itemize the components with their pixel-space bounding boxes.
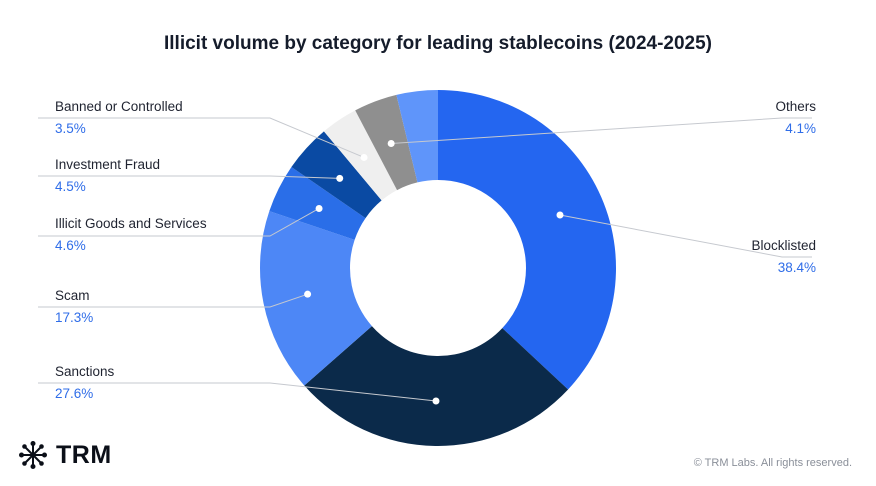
trm-logo-text: TRM xyxy=(56,440,112,469)
copyright-notice: © TRM Labs. All rights reserved. xyxy=(693,457,852,469)
slice-sanctions xyxy=(304,326,569,447)
leader-line-blocklisted xyxy=(559,214,812,258)
label-name: Sanctions xyxy=(55,364,115,379)
leader-dot-sanctions xyxy=(432,397,440,405)
leader-dot-scam xyxy=(304,290,312,298)
label-name: Illicit Goods and Services xyxy=(55,216,207,231)
leader-dot-investment-fraud xyxy=(336,174,344,182)
label-percent: 4.6% xyxy=(55,238,86,253)
label-percent: 4.5% xyxy=(55,179,86,194)
slice-others xyxy=(355,94,418,191)
label-percent: 38.4% xyxy=(777,260,816,275)
label-name: Blocklisted xyxy=(751,238,816,253)
slice-scam xyxy=(260,211,372,386)
trm-logo-icon xyxy=(19,441,47,469)
label-sanctions: Sanctions 27.6% xyxy=(55,361,114,405)
label-blocklisted: Blocklisted 38.4% xyxy=(751,235,816,279)
leader-line-others xyxy=(391,117,812,145)
label-name: Others xyxy=(775,99,816,114)
leader-dot-blocklisted xyxy=(556,211,564,219)
label-illicit-goods: Illicit Goods and Services 4.6% xyxy=(55,213,207,257)
label-percent: 4.1% xyxy=(785,121,816,136)
label-percent: 27.6% xyxy=(55,386,94,401)
label-percent: 17.3% xyxy=(55,310,94,325)
leader-line-investment-fraud xyxy=(38,175,340,179)
trm-logo: TRM xyxy=(18,440,112,470)
leader-line-scam xyxy=(38,293,308,308)
label-banned-or-controlled: Banned or Controlled 3.5% xyxy=(55,96,183,140)
label-percent: 3.5% xyxy=(55,121,86,136)
label-others: Others 4.1% xyxy=(775,96,816,140)
label-scam: Scam 17.3% xyxy=(55,285,93,329)
leader-line-sanctions xyxy=(38,382,437,402)
slice-illicit-goods-and-services xyxy=(269,167,366,240)
label-investment-fraud: Investment Fraud 4.5% xyxy=(55,154,160,198)
label-name: Banned or Controlled xyxy=(55,99,183,114)
leader-dot-others xyxy=(387,140,395,148)
leader-dot-illicit-goods-and-services xyxy=(315,204,323,212)
leader-line-banned-or-controlled xyxy=(38,117,365,158)
slice-unlabeled xyxy=(396,90,438,183)
chart-title: Illicit volume by category for leading s… xyxy=(163,33,713,54)
slice-investment-fraud xyxy=(291,131,382,219)
label-name: Scam xyxy=(55,288,90,303)
leader-line-illicit-goods-and-services xyxy=(38,208,320,237)
leader-dot-banned-or-controlled xyxy=(360,153,368,161)
slice-blocklisted xyxy=(438,90,616,390)
label-name: Investment Fraud xyxy=(55,157,161,172)
